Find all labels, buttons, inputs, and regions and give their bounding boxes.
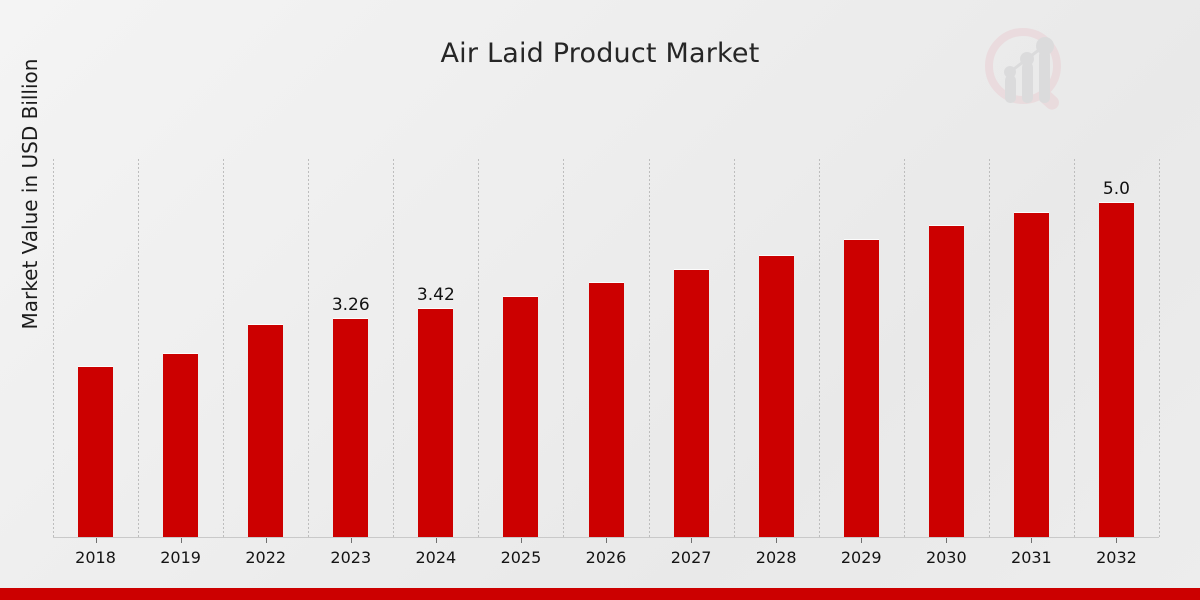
gridline xyxy=(733,159,735,538)
page-title: Air Laid Product Market xyxy=(440,38,760,69)
bar-2022[interactable] xyxy=(248,324,284,538)
gridline xyxy=(1159,159,1160,538)
gridline xyxy=(563,159,565,538)
bar-2028[interactable] xyxy=(758,256,794,538)
x-tick-label-2024: 2024 xyxy=(415,548,457,567)
bar-2026[interactable] xyxy=(588,283,624,538)
bar-2019[interactable] xyxy=(163,353,199,538)
bar-2029[interactable] xyxy=(843,239,879,538)
x-tick-2018 xyxy=(95,538,97,543)
gridline xyxy=(53,159,54,538)
x-tick-label-2025: 2025 xyxy=(500,548,542,567)
bar-2031[interactable] xyxy=(1013,212,1049,538)
bar-2025[interactable] xyxy=(503,296,539,538)
x-tick-label-2023: 2023 xyxy=(330,548,372,567)
x-tick-2029 xyxy=(861,538,863,543)
x-tick-2022 xyxy=(265,538,267,543)
x-tick-2032 xyxy=(1116,538,1118,543)
x-tick-label-2032: 2032 xyxy=(1096,548,1137,567)
gridline xyxy=(988,159,990,538)
bar-value-label-2032: 5.0 xyxy=(1102,178,1130,199)
bar-2023[interactable] xyxy=(333,319,369,538)
x-tick-label-2022: 2022 xyxy=(245,548,287,567)
x-tick-label-2031: 2031 xyxy=(1011,548,1052,567)
magnifier-ring-icon xyxy=(985,28,1061,110)
bar-value-label-2024: 3.42 xyxy=(416,284,455,305)
market-research-logo-watermark xyxy=(978,22,1074,118)
x-tick-2023 xyxy=(350,538,352,543)
gridline xyxy=(223,159,225,538)
x-tick-2024 xyxy=(435,538,437,543)
x-tick-2028 xyxy=(776,538,778,543)
x-axis-baseline xyxy=(53,537,1159,538)
bar-chart-icon xyxy=(1004,37,1054,103)
x-tick-2025 xyxy=(520,538,522,543)
x-tick-label-2018: 2018 xyxy=(75,548,116,567)
x-tick-2027 xyxy=(691,538,693,543)
gridline xyxy=(1073,159,1075,538)
gridline xyxy=(818,159,820,538)
bar-2018[interactable] xyxy=(78,366,114,538)
x-tick-label-2029: 2029 xyxy=(840,548,882,567)
bar-2030[interactable] xyxy=(928,226,964,538)
x-tick-2031 xyxy=(1031,538,1033,543)
x-tick-label-2026: 2026 xyxy=(585,548,627,567)
gridline xyxy=(308,159,310,538)
x-tick-label-2019: 2019 xyxy=(160,548,201,567)
footer-accent-strip xyxy=(0,588,1200,600)
gridline xyxy=(393,159,395,538)
plot-area xyxy=(53,159,1160,538)
x-tick-2019 xyxy=(180,538,182,543)
gridline xyxy=(478,159,480,538)
gridline xyxy=(903,159,905,538)
x-tick-label-2027: 2027 xyxy=(670,548,712,567)
x-tick-label-2030: 2030 xyxy=(925,548,967,567)
gridline xyxy=(138,159,140,538)
x-tick-label-2028: 2028 xyxy=(755,548,797,567)
bar-value-label-2023: 3.26 xyxy=(331,295,370,316)
gridline xyxy=(648,159,650,538)
x-tick-2026 xyxy=(606,538,607,543)
bar-2024[interactable] xyxy=(418,308,454,538)
x-tick-2030 xyxy=(946,538,948,543)
bar-2027[interactable] xyxy=(673,269,709,538)
bar-2032[interactable] xyxy=(1098,202,1134,538)
y-axis-title: Market Value in USD Billion xyxy=(18,58,42,330)
